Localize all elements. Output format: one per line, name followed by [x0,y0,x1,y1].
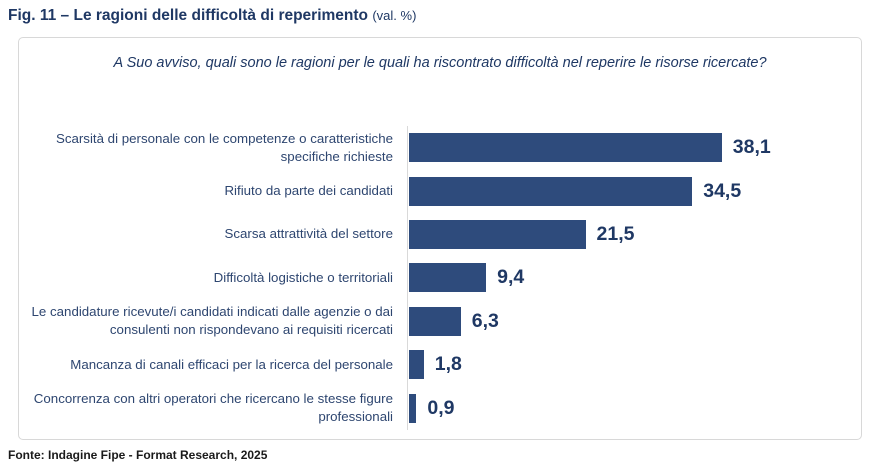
bar-chart: Scarsità di personale con le competenze … [19,126,861,430]
bar-row: Difficoltà logistiche o territoriali 9,4 [19,256,861,300]
bar-plot-area: 21,5 [407,212,861,257]
bar-category-label: Le candidature ricevute/i candidati indi… [31,304,393,338]
bar-category-label: Difficoltà logistiche o territoriali [213,269,393,285]
bar-plot-area: 6,3 [407,299,861,343]
bar-value-label: 1,8 [434,353,462,376]
bar [409,306,461,336]
chart-frame: A Suo avviso, quali sono le ragioni per … [18,37,862,440]
bar-value-label: 9,4 [497,266,525,289]
bar-row: Scarsa attrattività del settore 21,5 [19,212,861,257]
bar [409,350,424,380]
bar-plot-area: 34,5 [407,169,861,213]
survey-question: A Suo avviso, quali sono le ragioni per … [113,55,767,71]
bar-plot-area: 9,4 [407,256,861,300]
bar-value-label: 6,3 [471,309,499,332]
bar-row: Mancanza di canali efficaci per la ricer… [19,342,861,387]
bar-plot-area: 38,1 [407,126,861,170]
bar-plot-area: 0,9 [407,386,861,430]
bar [409,133,722,163]
figure-title: Fig. 11 – Le ragioni delle difficoltà di… [8,7,369,24]
bar-value-label: 38,1 [732,136,771,159]
bar [409,263,487,293]
bar-category-label: Rifiuto da parte dei candidati [224,183,393,199]
bar-category-label: Scarsità di personale con le competenze … [55,130,393,164]
figure-title-unit: (val. %) [372,8,417,23]
bar-value-label: 34,5 [703,179,742,202]
bar-category-label: Concorrenza con altri operatori che rice… [33,391,393,425]
bar-value-label: 21,5 [596,222,635,245]
bar [409,393,417,423]
bar-plot-area: 1,8 [407,342,861,387]
bar-category-label: Mancanza di canali efficaci per la ricer… [70,356,393,372]
bar-row: Rifiuto da parte dei candidati 34,5 [19,169,861,213]
bar [409,176,693,206]
bar-row: Scarsità di personale con le competenze … [19,126,861,170]
source-note: Fonte: Indagine Fipe - Format Research, … [8,448,268,462]
bar-row: Le candidature ricevute/i candidati indi… [19,299,861,343]
bar-value-label: 0,9 [427,396,455,419]
bar-category-label: Scarsa attrattività del settore [224,226,393,242]
bar [409,219,586,249]
bar-row: Concorrenza con altri operatori che rice… [19,386,861,430]
page-title: Fig. 11 – Le ragioni delle difficoltà di… [8,7,416,25]
